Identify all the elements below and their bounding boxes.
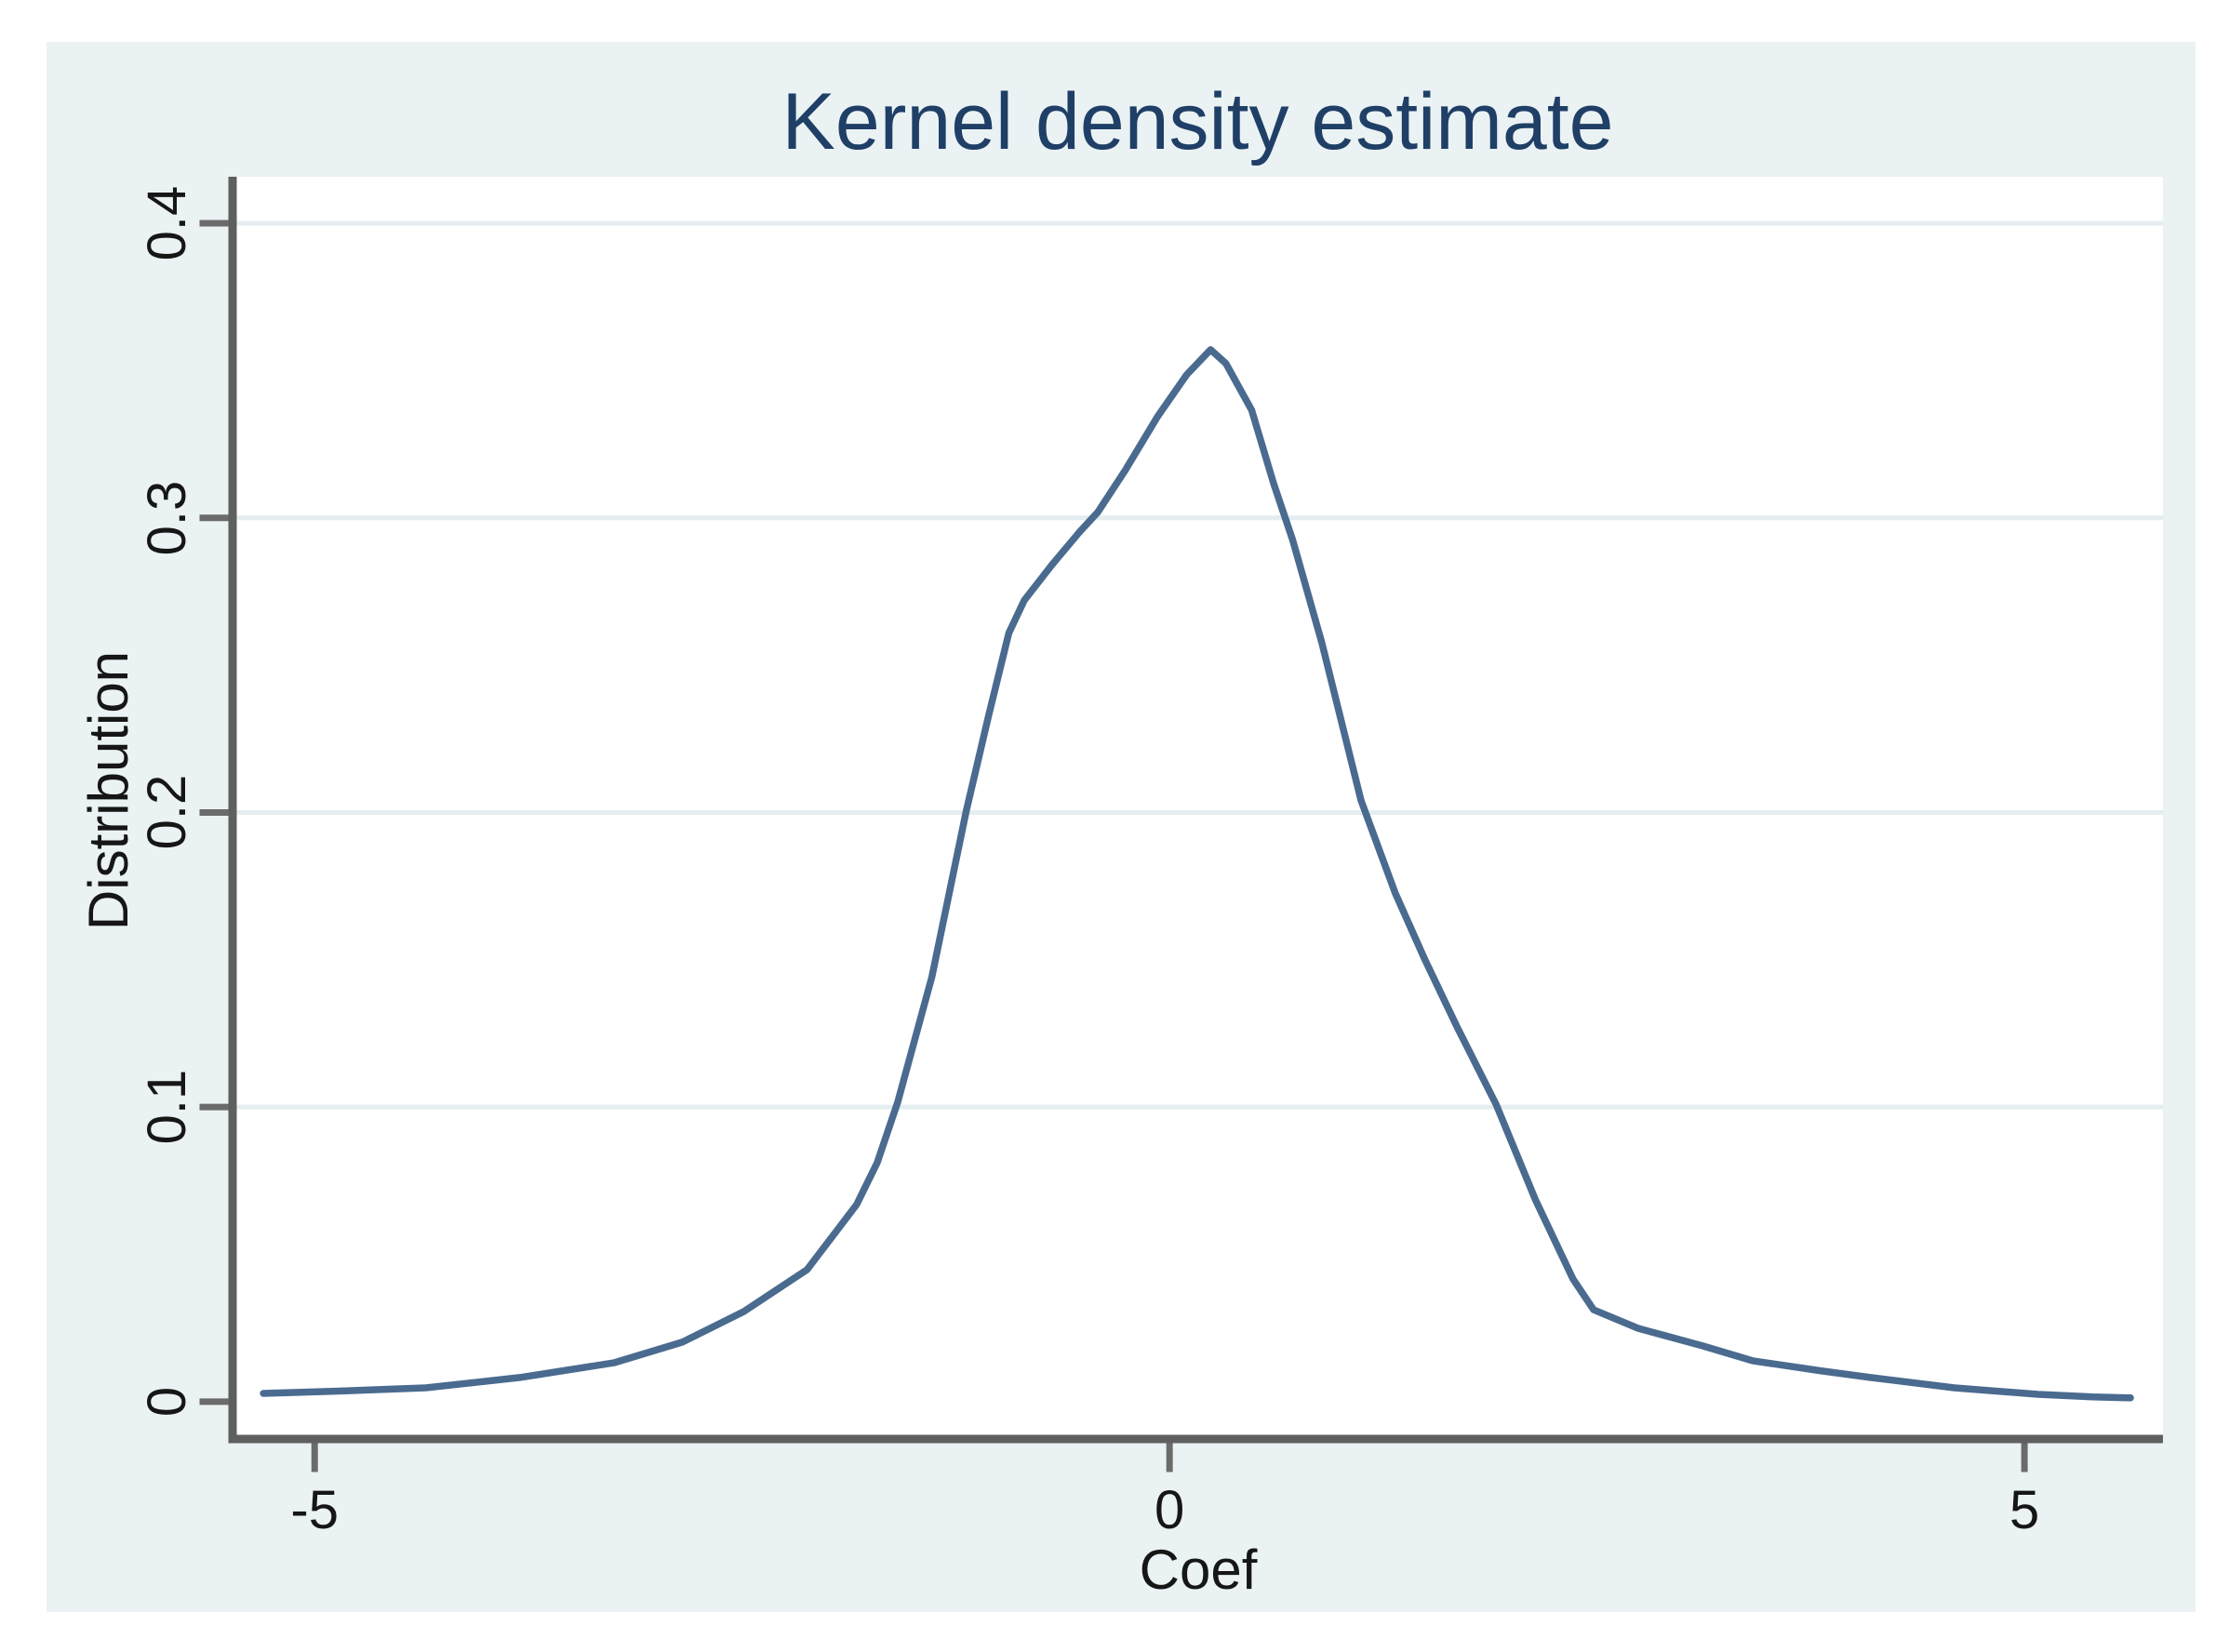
x-tick-label: 5 (2009, 1480, 2040, 1540)
x-tick-label: 0 (1155, 1480, 1185, 1540)
y-tick-label: 0.1 (137, 1069, 197, 1145)
y-tick-label: 0.2 (137, 775, 197, 850)
y-axis-title: Distribution (77, 650, 140, 931)
x-axis-title: Coef (1139, 1539, 1258, 1601)
kernel-density-curve (260, 346, 2134, 1402)
x-tick-label: -5 (290, 1480, 340, 1540)
chart-title: Kernel density estimate (781, 77, 1614, 167)
y-tick-label: 0.3 (137, 480, 197, 556)
y-tick-label: 0 (137, 1386, 197, 1418)
plot-background (236, 177, 2163, 1435)
y-tick-label: 0.4 (137, 185, 197, 261)
